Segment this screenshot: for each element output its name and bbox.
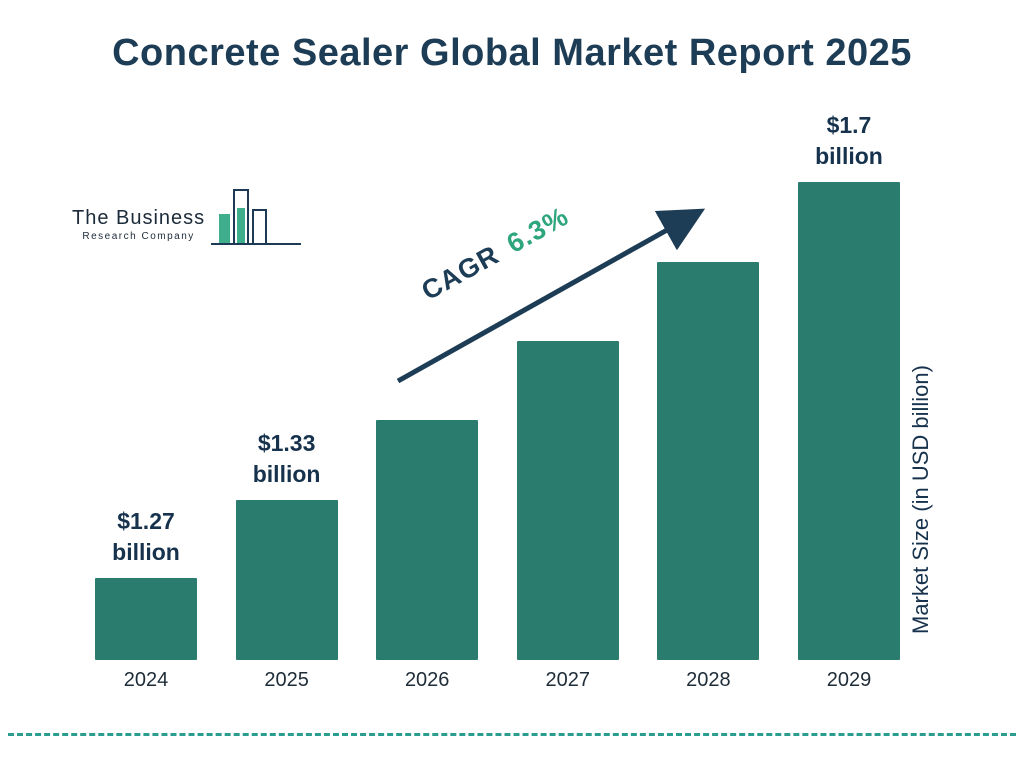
bar-column-2025: $1.33 billion 2025 <box>235 80 338 700</box>
bar-column-2029: $1.7 billion 2029 <box>797 80 900 700</box>
company-logo: The Business Research Company <box>72 186 303 248</box>
bar-2027 <box>516 341 619 660</box>
x-axis-label-2027: 2027 <box>545 668 591 691</box>
bottom-dashed-divider <box>8 733 1016 736</box>
bar-2025 <box>235 500 338 660</box>
bar-column-2024: $1.27 billion 2024 <box>95 80 197 700</box>
bar-column-2026: 2026 <box>376 80 479 700</box>
x-axis-label-2026: 2026 <box>404 668 450 691</box>
logo-name: The Business <box>72 207 206 229</box>
logo-bars-icon <box>211 189 302 245</box>
value-label-2029: $1.7 billion <box>815 111 883 169</box>
bars-container: $1.27 billion 2024 $1.33 billion 2025 2026 2027… <box>95 80 900 700</box>
y-axis-label: Market Size (in USD billion) <box>908 365 933 635</box>
bar-column-2028: 2028 <box>657 80 760 700</box>
x-axis-label-2029: 2029 <box>826 668 872 691</box>
bar-2026 <box>376 420 479 660</box>
logo-subname: Research Company <box>82 231 195 242</box>
company-logo-text: The Business Research Company <box>72 207 205 248</box>
x-axis-label-2024: 2024 <box>123 668 169 691</box>
value-label-2024: $1.27 billion <box>112 507 180 565</box>
page-title: Concrete Sealer Global Market Report 202… <box>112 32 912 74</box>
bar-2029 <box>797 182 900 660</box>
value-label-2025: $1.33 billion <box>252 429 321 487</box>
bar-column-2027: 2027 <box>516 80 619 700</box>
bar-2024 <box>95 578 197 660</box>
x-axis-label-2028: 2028 <box>686 668 731 691</box>
bar-2028 <box>657 262 760 660</box>
x-axis-label-2025: 2025 <box>264 668 309 691</box>
